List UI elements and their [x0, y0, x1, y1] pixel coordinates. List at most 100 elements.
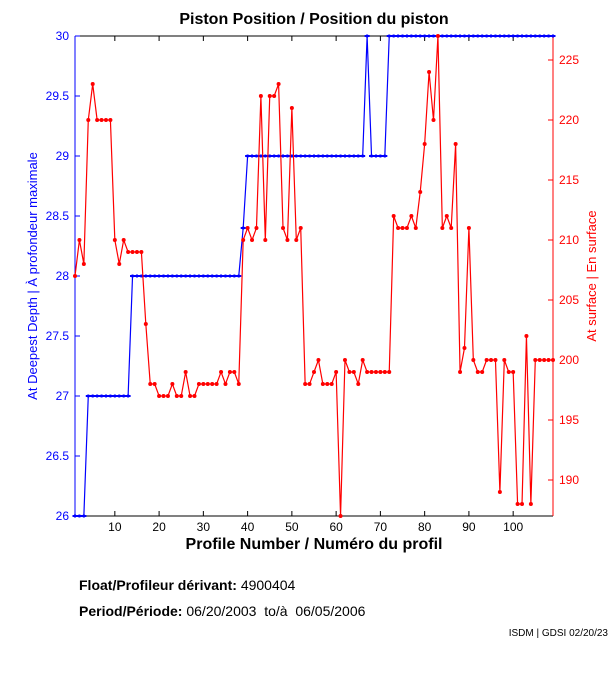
float-value: 4900404	[240, 577, 296, 593]
surface-point	[223, 382, 228, 386]
surface-point	[360, 358, 365, 362]
deepest-point	[470, 34, 476, 38]
surface-point	[108, 118, 113, 122]
surface-point	[449, 226, 454, 230]
right-tick-label: 215	[559, 173, 579, 187]
deepest-point	[395, 34, 401, 38]
surface-point	[170, 382, 175, 386]
deepest-point	[364, 34, 370, 38]
surface-point	[103, 118, 108, 122]
surface-point	[99, 118, 104, 122]
surface-point	[312, 370, 316, 374]
right-tick-label: 205	[559, 293, 579, 307]
deepest-point	[377, 154, 383, 158]
deepest-point	[134, 274, 140, 278]
surface-point	[165, 394, 170, 398]
surface-point	[307, 382, 312, 386]
surface-point	[241, 238, 246, 242]
surface-point	[325, 382, 330, 386]
surface-point	[493, 358, 498, 362]
surface-point	[276, 82, 281, 86]
surface-point	[95, 118, 100, 122]
left-tick-label: 28.5	[46, 209, 70, 223]
surface-point	[161, 394, 166, 398]
surface-point	[148, 382, 153, 386]
surface-point	[373, 370, 378, 374]
deepest-point	[550, 34, 556, 38]
surface-point	[466, 226, 471, 230]
deepest-point	[156, 274, 162, 278]
surface-point	[462, 346, 467, 350]
deepest-point	[541, 34, 547, 38]
deepest-point	[537, 34, 543, 38]
surface-point	[338, 514, 343, 518]
surface-point	[232, 370, 237, 374]
surface-point	[77, 238, 82, 242]
deepest-point	[382, 154, 388, 158]
deepest-point	[298, 154, 304, 158]
deepest-point	[161, 274, 167, 278]
deepest-point	[165, 274, 171, 278]
left-axis-label: At Deepest Depth | À profondeur maximale	[25, 152, 40, 400]
surface-point	[418, 190, 423, 194]
deepest-point	[302, 154, 308, 158]
deepest-point	[130, 274, 136, 278]
deepest-point	[417, 34, 423, 38]
right-tick-label: 190	[559, 473, 579, 487]
surface-point	[196, 382, 201, 386]
right-tick-label: 210	[559, 233, 579, 247]
deepest-point	[214, 274, 220, 278]
x-tick-label: 40	[241, 520, 255, 534]
deepest-point	[338, 154, 344, 158]
deepest-point	[196, 274, 202, 278]
surface-point	[413, 226, 418, 230]
surface-point	[475, 370, 480, 374]
surface-point	[391, 214, 396, 218]
surface-point	[210, 382, 215, 386]
deepest-point	[169, 274, 175, 278]
deepest-point	[284, 154, 290, 158]
surface-point	[134, 250, 139, 254]
deepest-point	[501, 34, 507, 38]
deepest-point	[439, 34, 445, 38]
deepest-point	[546, 34, 552, 38]
surface-point	[471, 358, 476, 362]
deepest-point	[448, 34, 454, 38]
deepest-point	[373, 154, 379, 158]
surface-point	[117, 262, 122, 266]
deepest-point	[466, 34, 472, 38]
deepest-point	[333, 154, 339, 158]
deepest-point	[404, 34, 410, 38]
surface-point	[515, 502, 520, 506]
surface-point	[227, 370, 232, 374]
deepest-point	[143, 274, 149, 278]
right-tick-label: 225	[559, 53, 579, 67]
x-tick-label: 90	[462, 520, 476, 534]
deepest-point	[342, 154, 348, 158]
deepest-point	[431, 34, 436, 38]
surface-point	[404, 226, 409, 230]
deepest-point	[249, 154, 255, 158]
right-tick-label: 200	[559, 353, 579, 367]
x-tick-label: 20	[152, 520, 166, 534]
surface-point	[334, 370, 339, 374]
deepest-point	[510, 34, 516, 38]
deepest-point	[408, 34, 414, 38]
deepest-point	[116, 394, 122, 398]
deepest-point	[81, 514, 87, 518]
left-tick-label: 26.5	[46, 449, 70, 463]
x-tick-label: 50	[285, 520, 299, 534]
surface-point	[497, 490, 502, 494]
deepest-point	[245, 154, 251, 158]
surface-point	[179, 394, 184, 398]
surface-point	[139, 250, 144, 254]
surface-point	[528, 502, 533, 506]
surface-point	[480, 370, 485, 374]
deepest-point	[528, 34, 534, 38]
right-tick-label: 195	[559, 413, 579, 427]
deepest-point	[346, 154, 352, 158]
surface-point	[285, 238, 290, 242]
deepest-point	[400, 34, 406, 38]
deepest-point	[227, 274, 233, 278]
surface-point	[369, 370, 374, 374]
